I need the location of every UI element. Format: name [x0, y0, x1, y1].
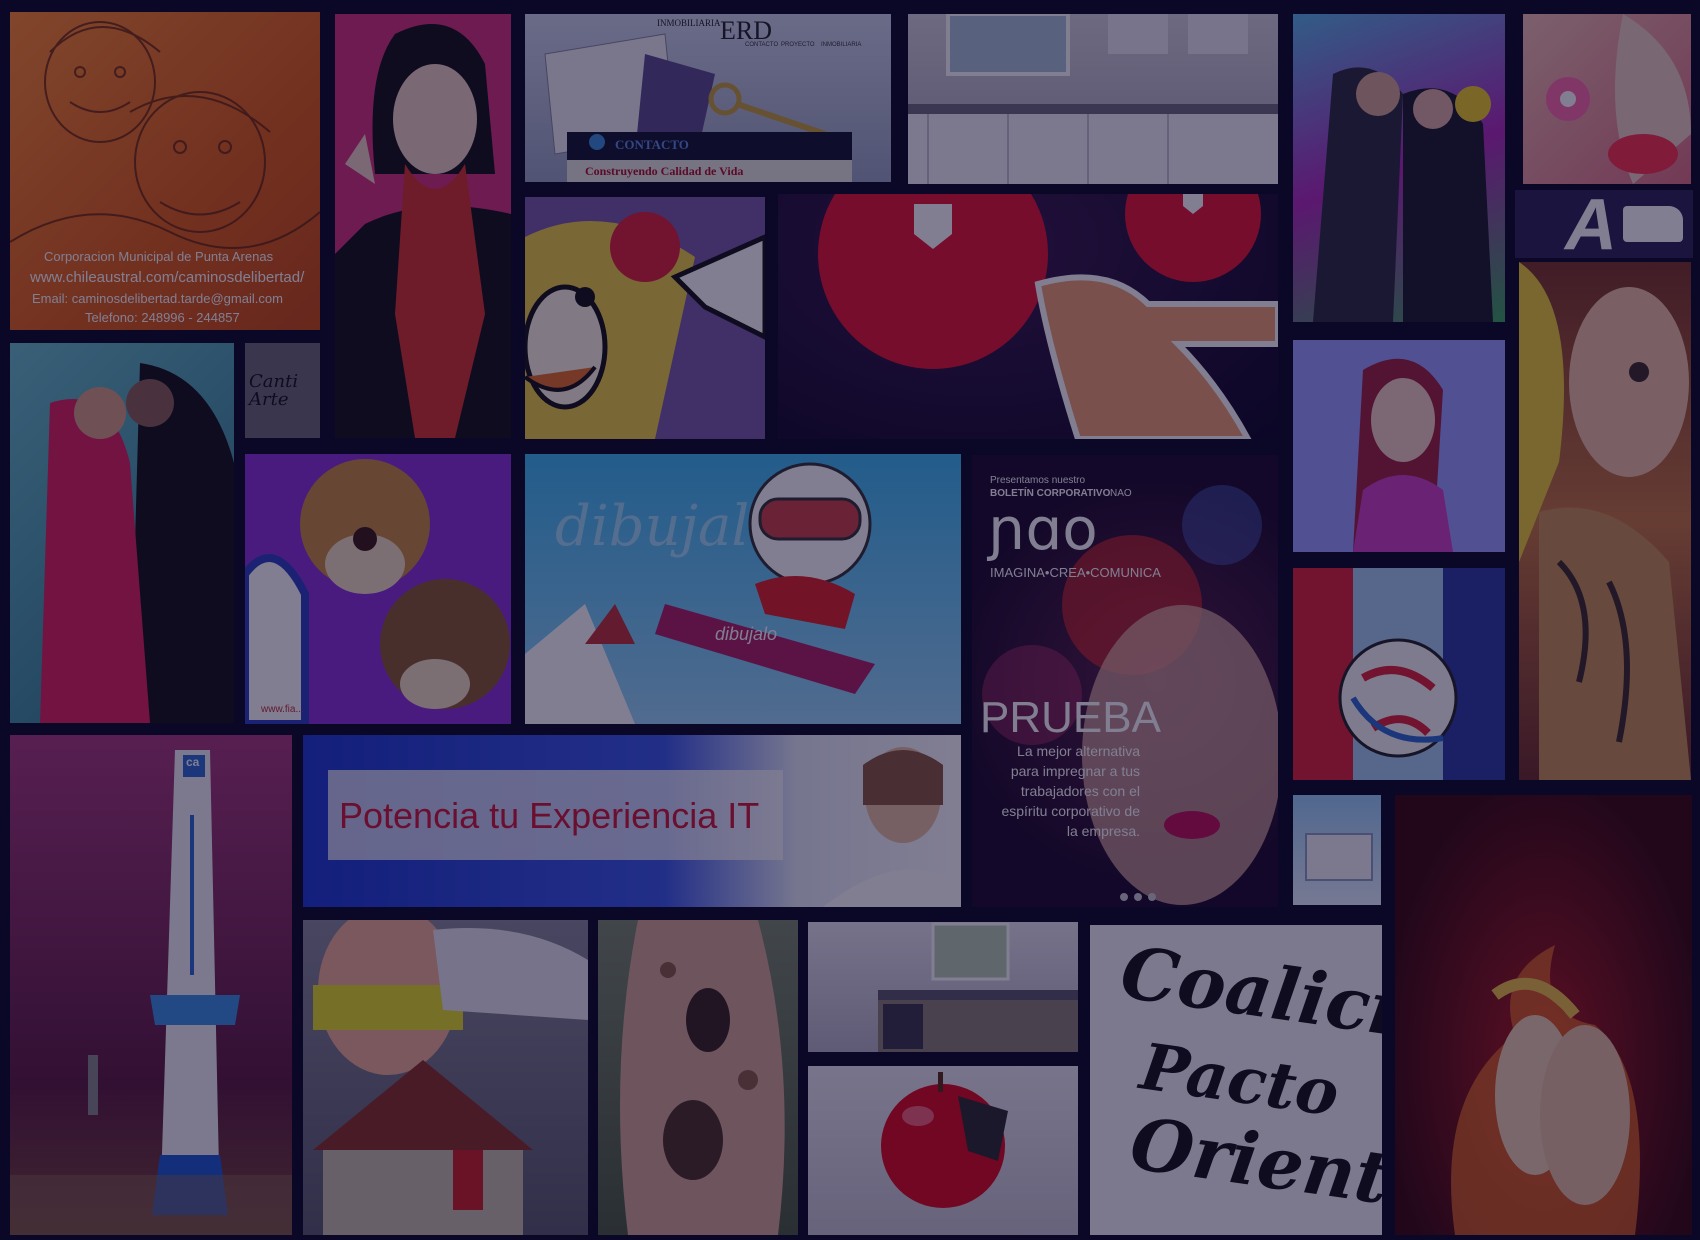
flower-face-illustration [1546, 14, 1691, 184]
tattooed-woman-illustration [1519, 262, 1691, 780]
phone-text: Telefono: 248996 - 244857 [85, 310, 240, 325]
pagination-dot-3[interactable] [1148, 893, 1156, 901]
pagination-dot-1[interactable] [1120, 893, 1128, 901]
nao-body-line1: La mejor alternativa [1017, 743, 1140, 759]
org-name-text: Corporacion Municipal de Punta Arenas [44, 249, 274, 264]
tile-inmobiliaria-erd[interactable]: INMOBILIARIA ERD CONTACTO PROYECTO INMOB… [525, 14, 891, 182]
tile-flower-face[interactable] [1523, 14, 1691, 184]
soccer-ball-illustration [1293, 568, 1505, 780]
nao-small-text: NAO [1110, 488, 1132, 499]
snowboarder-illustration [525, 462, 875, 724]
house-render-collage [313, 920, 588, 1235]
tile-fire-couple-art[interactable] [1395, 795, 1692, 1235]
tile-house-collage[interactable] [303, 920, 588, 1235]
nao-logo: ɲɑo [988, 495, 1098, 563]
tile-red-apple[interactable] [808, 1066, 1078, 1235]
tile-potencia-it-banner[interactable]: Potencia tu Experiencia IT [303, 735, 961, 907]
tile-kitchen-render-2[interactable] [808, 922, 1078, 1052]
rose-character-illustration [525, 212, 765, 439]
tile-couple-dance[interactable] [1293, 14, 1505, 322]
smiling-woman-photo [823, 747, 961, 907]
tile-woman-scarf-illustration[interactable] [335, 14, 511, 438]
nao-body-line4: espíritu corporativo de [1001, 803, 1140, 819]
tile-nao-boletin[interactable]: Presentamos nuestro BOLETÍN CORPORATIVO … [972, 455, 1278, 907]
nao-tagline: IMAGINA•CREA•COMUNICA [990, 565, 1161, 580]
tile-kitchen-render-1[interactable] [908, 14, 1278, 184]
tree-bark-photo [620, 920, 785, 1235]
tile-soccer-ball[interactable] [1293, 568, 1505, 780]
tower-structure-illustration [10, 750, 292, 1235]
prueba-headline: PRUEBA [980, 693, 1161, 742]
tile-calligraphy-logo[interactable]: Coalicion Pacto Oriente [1090, 925, 1382, 1235]
tile-email-icon[interactable] [1293, 795, 1381, 905]
dancing-couple-illustration [1313, 67, 1493, 322]
contact-heading: CONTACTO [615, 137, 689, 152]
lion-mascot-illustration [245, 459, 510, 724]
nao-body-line5: la empresa. [1066, 823, 1140, 839]
tile-cantarte-logo[interactable]: Canti Arte [245, 343, 320, 438]
tile-logo-a-truck[interactable]: A [1515, 190, 1693, 258]
kitchen-window-illustration [908, 14, 1278, 184]
tile-snowboard-mascot[interactable]: dibujalo dibujalo [525, 454, 961, 724]
nao-body-line2: para impregnar a tus [1010, 763, 1140, 779]
email-text: Email: caminosdelibertad.tarde@gmail.com [32, 291, 283, 306]
envelope-icon [1305, 833, 1373, 881]
red-apple-illustration [881, 1072, 1008, 1208]
cantarte-text: Canti Arte [249, 371, 299, 410]
tile-girl-illustration[interactable] [1293, 340, 1505, 552]
tile-couple-kiss-photo[interactable] [10, 343, 234, 723]
red-hair-girl-illustration [1353, 358, 1453, 552]
tile-lion-mascot[interactable]: www.fia... [245, 454, 511, 724]
globe-icon [589, 134, 605, 150]
nao-body-line3: trabajadores con el [1020, 783, 1140, 799]
kitchen-interior-illustration [878, 922, 1078, 1052]
presentamos-text: Presentamos nuestro [990, 475, 1086, 486]
tile-tiger-tattoo-woman[interactable] [1519, 262, 1691, 780]
logo-a-letter: A [1565, 190, 1617, 258]
woman-scarf-illustration [335, 24, 511, 438]
mascot-url-text: www.fia... [261, 704, 304, 715]
truck-icon [1623, 206, 1683, 242]
tile-heart-hand[interactable] [778, 194, 1278, 439]
tile-tower-render[interactable]: ca [10, 735, 292, 1235]
tile-tree-bark[interactable] [598, 920, 798, 1235]
website-url-text: www.chileaustral.com/caminosdelibertad/ [30, 269, 305, 286]
tile-rose-illustration[interactable] [525, 197, 765, 439]
heart-in-hand-illustration [818, 194, 1278, 439]
tower-logo-text: ca [186, 755, 200, 769]
kissing-couple-photo [40, 363, 234, 723]
tagline-text: Construyendo Calidad de Vida [585, 164, 744, 178]
calligraphy-line-3: Oriente [1125, 1100, 1382, 1227]
tile-chileaustral-sketch[interactable]: Corporacion Municipal de Punta Arenas ww… [10, 12, 320, 330]
fire-couple-illustration [1451, 945, 1640, 1235]
pagination-dot-2[interactable] [1134, 893, 1142, 901]
board-text: dibujalo [715, 624, 778, 644]
